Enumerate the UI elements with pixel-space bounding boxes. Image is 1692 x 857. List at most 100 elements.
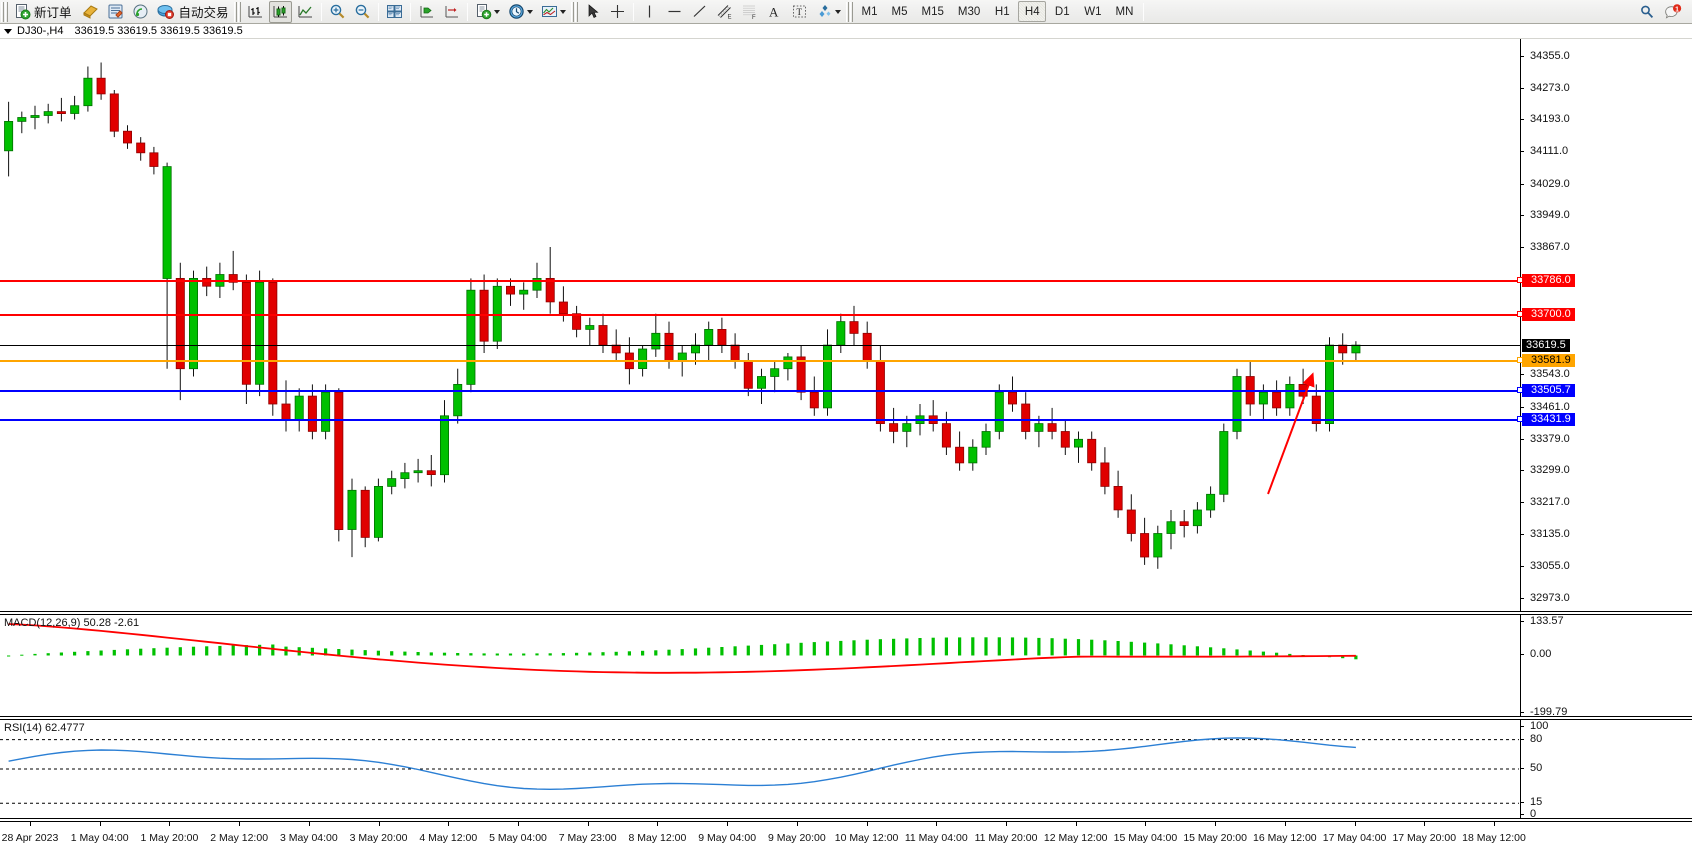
resistance-2-label[interactable]: 33700.0 <box>1517 307 1575 321</box>
bid-level-label[interactable]: 33581.9 <box>1517 354 1575 368</box>
label-button[interactable]: T <box>788 1 811 23</box>
symbol-period-label: DJ30-,H4 <box>17 25 64 37</box>
time-tick-mark <box>448 822 450 826</box>
main-toolbar: 新订单 自动交易 <box>0 0 1692 24</box>
time-tick-mark <box>1494 822 1495 826</box>
trendline-button[interactable] <box>688 1 711 23</box>
cursor-button[interactable] <box>581 1 604 23</box>
bid-level-line[interactable] <box>0 360 1520 363</box>
line-chart-button[interactable] <box>294 1 317 23</box>
alerts-icon[interactable]: 1 <box>1661 1 1685 23</box>
macd-pane[interactable]: MACD(12,26,9) 50.28 -2.61 133.57 0.00 -199… <box>0 614 1692 718</box>
fibonacci-button[interactable]: F <box>738 1 761 23</box>
svg-text:F: F <box>752 15 756 20</box>
macd-plot-area[interactable] <box>0 615 1520 716</box>
resistance-1-label[interactable]: 33786.0 <box>1517 273 1575 287</box>
toolbar-grip-3[interactable] <box>570 1 578 22</box>
time-tick-mark <box>1424 822 1426 826</box>
tf-w1[interactable]: W1 <box>1084 5 1102 18</box>
tf-m30[interactable]: M30 <box>957 5 981 18</box>
tf-h4[interactable]: H4 <box>1018 1 1047 22</box>
auto-scroll-button[interactable] <box>415 1 438 23</box>
templates-dropdown-caret[interactable] <box>559 9 566 14</box>
time-axis[interactable]: 28 Apr 2023 1 May 04:00 1 May 20:00 2 May 1… <box>0 821 1692 856</box>
objects-button[interactable] <box>813 1 844 23</box>
price-pane[interactable]: 34355.0 34273.0 34193.0 34111.0 34029.0 33949… <box>0 39 1692 612</box>
time-tick-label: 28 Apr 2023 <box>1 832 59 844</box>
indicators-dropdown-caret[interactable] <box>493 9 500 14</box>
time-tick-mark <box>1354 822 1356 826</box>
vertical-line-button[interactable] <box>638 1 661 23</box>
price-scale[interactable]: 34355.0 34273.0 34193.0 34111.0 34029.0 33949… <box>1517 39 1692 611</box>
zoom-out-button[interactable] <box>351 1 374 23</box>
toolbar-separator-3 <box>409 2 411 21</box>
rsi-pane[interactable]: RSI(14) 62.4777 100 80 50 15 0 <box>0 719 1692 820</box>
support-2-label[interactable]: 33431.9 <box>1517 412 1575 426</box>
time-tick-label: 17 May 04:00 <box>1322 832 1387 844</box>
toolbar-separator-5 <box>632 2 634 21</box>
text-button[interactable]: A <box>763 1 786 23</box>
templates-button[interactable] <box>538 1 569 23</box>
rsi-series <box>0 737 1519 804</box>
tf-mn[interactable]: MN <box>1115 5 1134 18</box>
tf-m15[interactable]: M15 <box>921 5 944 18</box>
objects-dropdown-caret[interactable] <box>834 9 841 14</box>
horizontal-line-button[interactable] <box>663 1 686 23</box>
autotrading-button[interactable] <box>154 1 177 23</box>
tf-h1[interactable]: H1 <box>994 5 1010 18</box>
new-order-button[interactable]: 新订单 <box>11 1 77 23</box>
resistance-1-line[interactable] <box>0 279 1520 282</box>
tf-m5[interactable]: M5 <box>891 5 908 18</box>
time-tick-label: 3 May 04:00 <box>279 832 338 844</box>
rsi-plot-area[interactable] <box>0 720 1520 818</box>
support-1-label[interactable]: 33505.7 <box>1517 383 1575 397</box>
toolbar-grip[interactable] <box>1 1 8 22</box>
toolbar-separator-6 <box>1143 2 1145 21</box>
time-tick-mark <box>1006 822 1007 826</box>
resistance-2-line[interactable] <box>0 313 1520 316</box>
time-tick-mark <box>1075 822 1077 826</box>
search-icon[interactable] <box>1635 1 1659 23</box>
crosshair-button[interactable] <box>606 1 629 23</box>
support-2-line[interactable] <box>0 418 1520 421</box>
chart-info-bar: DJ30-,H4 33619.5 33619.5 33619.5 33619.5 <box>0 24 1692 39</box>
periods-button[interactable] <box>505 1 536 23</box>
support-1-line[interactable] <box>0 389 1520 392</box>
time-tick-label: 3 May 20:00 <box>349 832 408 844</box>
autotrading-label: 自动交易 <box>178 6 229 20</box>
last-price-line[interactable] <box>0 345 1520 347</box>
time-tick-mark <box>796 822 798 826</box>
time-tick-label: 18 May 12:00 <box>1462 832 1526 844</box>
indicators-button[interactable] <box>472 1 503 23</box>
toolbar-grip-4[interactable] <box>845 1 853 22</box>
toolbar-separator-4 <box>466 2 468 21</box>
price-plot-area[interactable] <box>0 39 1520 611</box>
bar-chart-button[interactable] <box>244 1 267 23</box>
candlestick-chart-button[interactable] <box>268 0 292 23</box>
svg-text:T: T <box>796 7 802 17</box>
time-tick-label: 15 May 20:00 <box>1183 832 1247 844</box>
time-tick-label: 15 May 04:00 <box>1113 832 1178 844</box>
time-tick-mark <box>727 822 729 826</box>
metaeditor-button[interactable] <box>104 1 127 23</box>
expert-advisors-button[interactable] <box>79 1 102 23</box>
toolbar-grip-2[interactable] <box>233 1 241 22</box>
equidistant-channel-button[interactable]: E <box>713 1 736 23</box>
chart-shift-button[interactable] <box>440 1 463 23</box>
new-order-label: 新订单 <box>34 6 72 20</box>
tf-m1[interactable]: M1 <box>861 5 878 18</box>
tf-d1[interactable]: D1 <box>1054 5 1070 18</box>
time-tick-mark <box>239 822 241 826</box>
chart-menu-caret-icon[interactable] <box>4 28 12 34</box>
last-price-label[interactable]: 33619.5 <box>1522 339 1570 353</box>
time-tick-label: 1 May 04:00 <box>70 832 129 844</box>
time-tick-mark <box>378 822 380 826</box>
time-tick-label: 11 May 04:00 <box>904 832 968 844</box>
tile-windows-button[interactable] <box>383 1 406 23</box>
zoom-in-button[interactable] <box>326 1 349 23</box>
svg-text:E: E <box>727 15 731 21</box>
chart-container[interactable]: 34355.0 34273.0 34193.0 34111.0 34029.0 33949… <box>0 39 1692 857</box>
signals-button[interactable] <box>129 1 152 23</box>
time-tick-label: 11 May 20:00 <box>974 832 1038 844</box>
periods-dropdown-caret[interactable] <box>526 9 533 14</box>
